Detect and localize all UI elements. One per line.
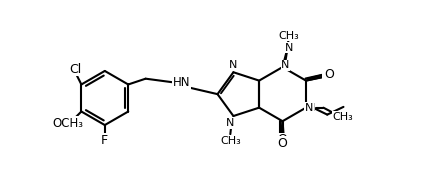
Text: N: N [228, 60, 237, 70]
Text: CH₃: CH₃ [220, 136, 241, 146]
Text: OCH₃: OCH₃ [52, 117, 83, 130]
Text: N: N [226, 118, 234, 128]
Text: CH₃: CH₃ [278, 31, 299, 41]
Text: HN: HN [173, 76, 190, 89]
Text: O: O [324, 68, 334, 81]
Text: Cl: Cl [69, 63, 82, 75]
Text: O: O [323, 69, 333, 82]
Text: N: N [305, 103, 313, 113]
Text: O: O [278, 133, 288, 146]
Text: N: N [306, 103, 315, 113]
Text: CH₃: CH₃ [332, 112, 353, 122]
Text: N: N [285, 43, 294, 53]
Text: O: O [278, 137, 288, 150]
Text: F: F [101, 134, 108, 147]
Text: N: N [281, 60, 289, 70]
